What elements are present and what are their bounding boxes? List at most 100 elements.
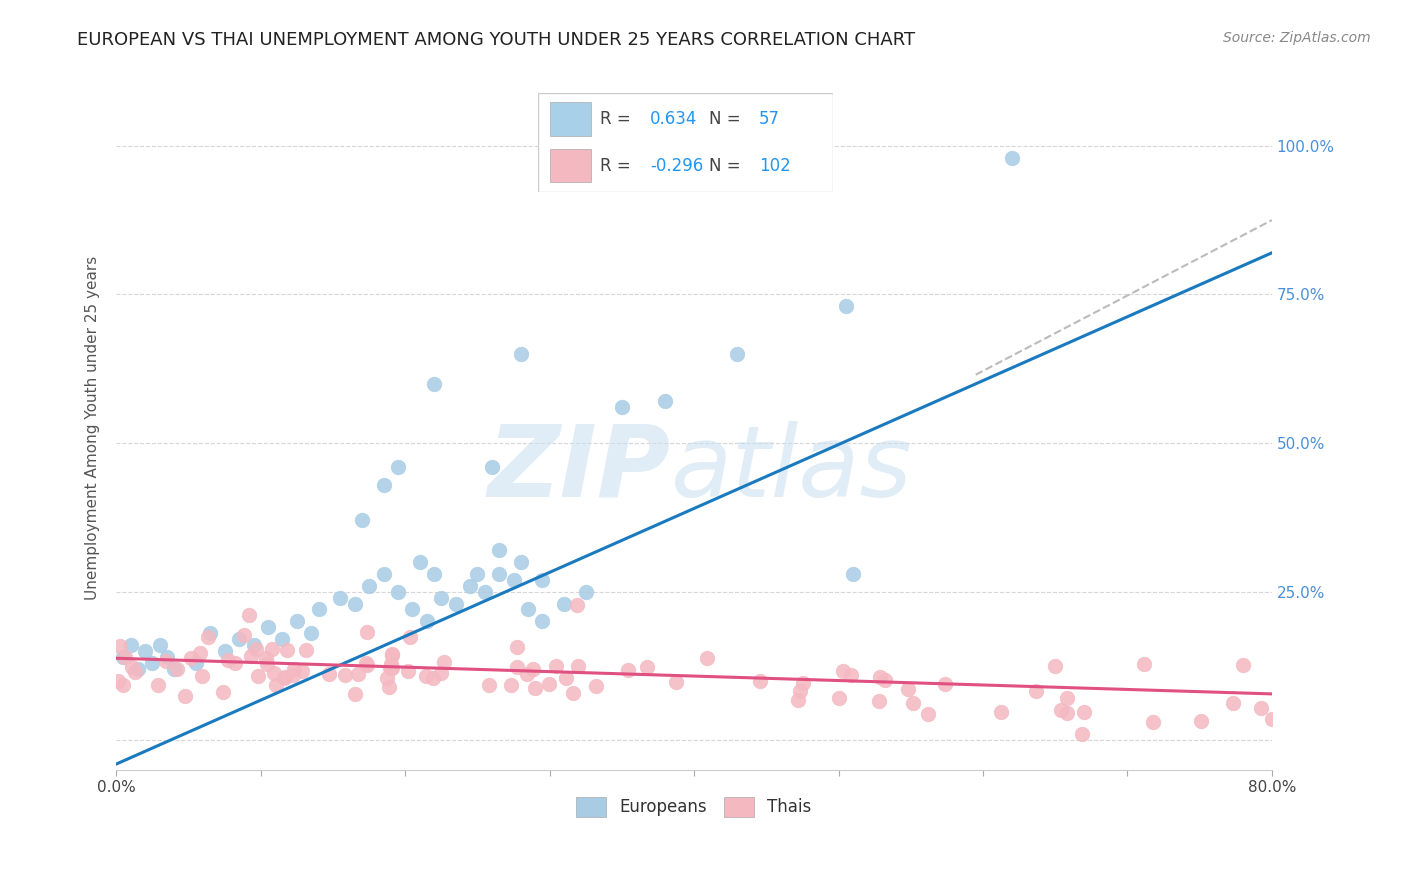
Point xyxy=(509,347,531,361)
Point xyxy=(260,642,283,657)
Point xyxy=(509,555,531,569)
Point xyxy=(399,630,422,644)
Point xyxy=(562,686,585,700)
Point xyxy=(112,678,135,692)
Point xyxy=(1001,151,1024,165)
Point xyxy=(792,675,814,690)
Point xyxy=(295,642,318,657)
Point xyxy=(654,394,676,409)
Point xyxy=(174,689,197,703)
Point xyxy=(467,566,489,581)
Point xyxy=(343,688,366,702)
Point xyxy=(271,632,294,647)
Point xyxy=(381,648,404,663)
Point xyxy=(934,676,956,690)
Point xyxy=(665,675,688,690)
Point xyxy=(256,657,278,671)
Point xyxy=(276,642,298,657)
Point xyxy=(423,376,446,391)
Point xyxy=(1142,714,1164,729)
Point xyxy=(212,685,235,699)
Point xyxy=(197,631,219,645)
Point xyxy=(239,648,262,663)
Point xyxy=(224,656,246,670)
Point xyxy=(263,666,285,681)
Point xyxy=(828,690,851,705)
Point xyxy=(842,566,865,581)
Point xyxy=(148,677,170,691)
Point xyxy=(868,694,890,708)
Point xyxy=(184,656,207,670)
Text: Source: ZipAtlas.com: Source: ZipAtlas.com xyxy=(1223,31,1371,45)
Point xyxy=(121,660,143,674)
Point xyxy=(188,646,211,660)
Point xyxy=(333,668,356,682)
Point xyxy=(308,602,330,616)
Point xyxy=(155,654,177,668)
Point xyxy=(380,657,402,671)
Point xyxy=(108,639,131,653)
Point xyxy=(242,638,264,652)
Point xyxy=(575,584,598,599)
Point xyxy=(217,653,239,667)
Point xyxy=(544,659,567,673)
Point xyxy=(257,620,280,634)
Point xyxy=(585,679,607,693)
Point xyxy=(124,665,146,680)
Point xyxy=(478,678,501,692)
Point xyxy=(429,666,451,681)
Point xyxy=(163,662,186,676)
Point xyxy=(444,597,467,611)
Point xyxy=(149,638,172,652)
Point xyxy=(873,673,896,688)
Point xyxy=(725,347,748,361)
Point xyxy=(166,662,188,676)
Point xyxy=(616,663,638,677)
Point xyxy=(433,655,456,669)
Point xyxy=(285,615,308,629)
Point xyxy=(347,666,370,681)
Point xyxy=(373,566,395,581)
Point xyxy=(832,664,855,678)
Point xyxy=(254,651,277,665)
Legend: Europeans, Thais: Europeans, Thais xyxy=(569,790,818,823)
Point xyxy=(499,678,522,692)
Point xyxy=(481,459,503,474)
Point xyxy=(516,667,538,681)
Point xyxy=(990,706,1012,720)
Point xyxy=(401,602,423,616)
Point xyxy=(233,628,256,642)
Point xyxy=(350,513,373,527)
Point xyxy=(567,658,589,673)
Point xyxy=(488,566,510,581)
Point xyxy=(517,602,540,616)
Point xyxy=(531,615,554,629)
Point xyxy=(387,584,409,599)
Point xyxy=(299,626,322,640)
Point xyxy=(378,680,401,694)
Point xyxy=(134,644,156,658)
Point xyxy=(502,573,524,587)
Point xyxy=(505,640,527,654)
Point xyxy=(696,651,718,665)
Point xyxy=(1232,657,1254,672)
Point xyxy=(458,579,481,593)
Point xyxy=(636,660,658,674)
Point xyxy=(273,671,295,685)
Point xyxy=(291,665,314,679)
Text: EUROPEAN VS THAI UNEMPLOYMENT AMONG YOUTH UNDER 25 YEARS CORRELATION CHART: EUROPEAN VS THAI UNEMPLOYMENT AMONG YOUT… xyxy=(77,31,915,49)
Point xyxy=(381,661,404,675)
Point xyxy=(228,632,250,647)
Point xyxy=(537,677,560,691)
Point xyxy=(180,651,202,665)
Point xyxy=(357,579,380,593)
Point xyxy=(378,661,401,675)
Point xyxy=(1071,727,1094,741)
Point xyxy=(329,591,352,605)
Point xyxy=(375,671,398,685)
Point xyxy=(191,669,214,683)
Point xyxy=(897,681,920,696)
Point xyxy=(214,644,236,658)
Point xyxy=(430,591,453,605)
Point xyxy=(917,706,939,721)
